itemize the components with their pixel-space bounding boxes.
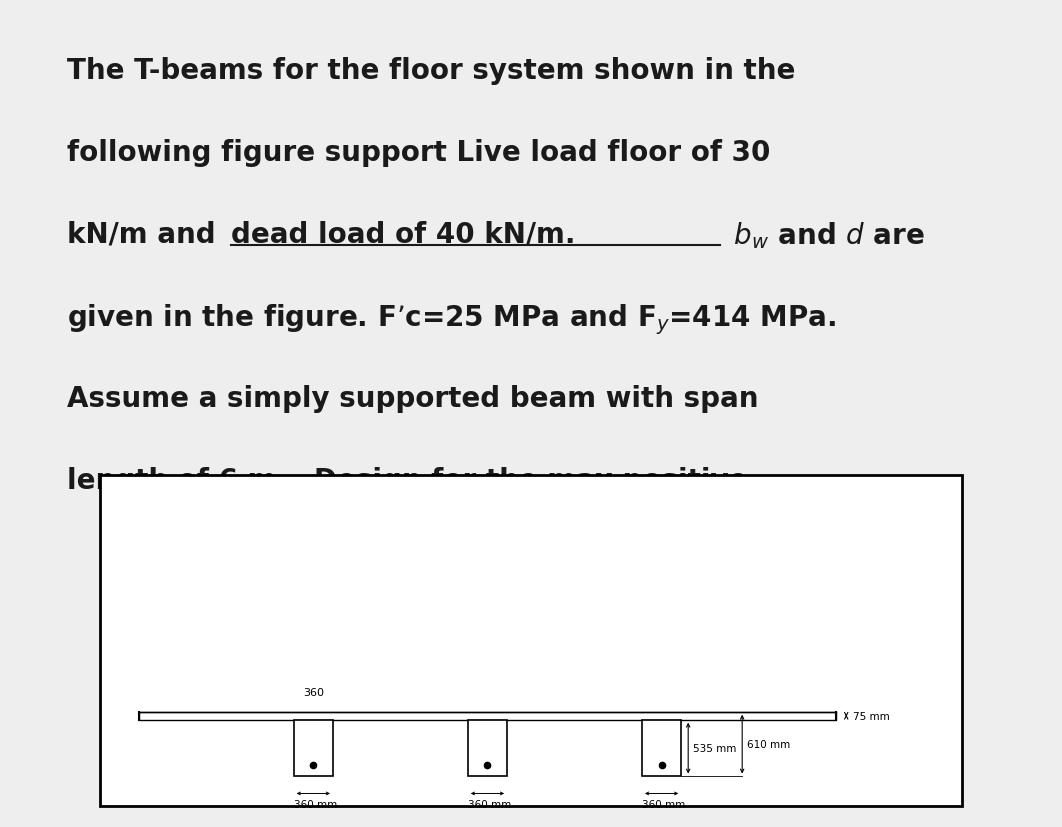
Text: 360 mm: 360 mm xyxy=(468,800,511,810)
Text: kN/m and: kN/m and xyxy=(67,221,225,248)
Text: 535 mm: 535 mm xyxy=(692,743,736,753)
Bar xyxy=(139,712,836,719)
Text: 360: 360 xyxy=(303,686,324,696)
Text: 610 mm: 610 mm xyxy=(747,739,790,749)
Text: $\bf{\it{b_w}}$ and $\bf{\it{d}}$ are: $\bf{\it{b_w}}$ and $\bf{\it{d}}$ are xyxy=(724,221,925,251)
Text: length of 6 m .: length of 6 m . xyxy=(67,466,306,494)
Bar xyxy=(468,719,507,777)
Text: 360 mm: 360 mm xyxy=(294,800,337,810)
Text: 75 mm: 75 mm xyxy=(853,711,890,721)
Bar xyxy=(643,719,681,777)
Text: Assume a simply supported beam with span: Assume a simply supported beam with span xyxy=(67,384,758,412)
Text: Design for the max positive: Design for the max positive xyxy=(314,466,748,494)
Bar xyxy=(294,719,332,777)
Text: The T-beams for the floor system shown in the: The T-beams for the floor system shown i… xyxy=(67,56,795,84)
Text: dead load of 40 kN/m.: dead load of 40 kN/m. xyxy=(232,221,576,248)
Text: 360 mm: 360 mm xyxy=(643,800,685,810)
Text: following figure support Live load floor of 30: following figure support Live load floor… xyxy=(67,138,770,166)
Text: given in the figure. F’c=25 MPa and F$_y$=414 MPa.: given in the figure. F’c=25 MPa and F$_y… xyxy=(67,303,836,337)
